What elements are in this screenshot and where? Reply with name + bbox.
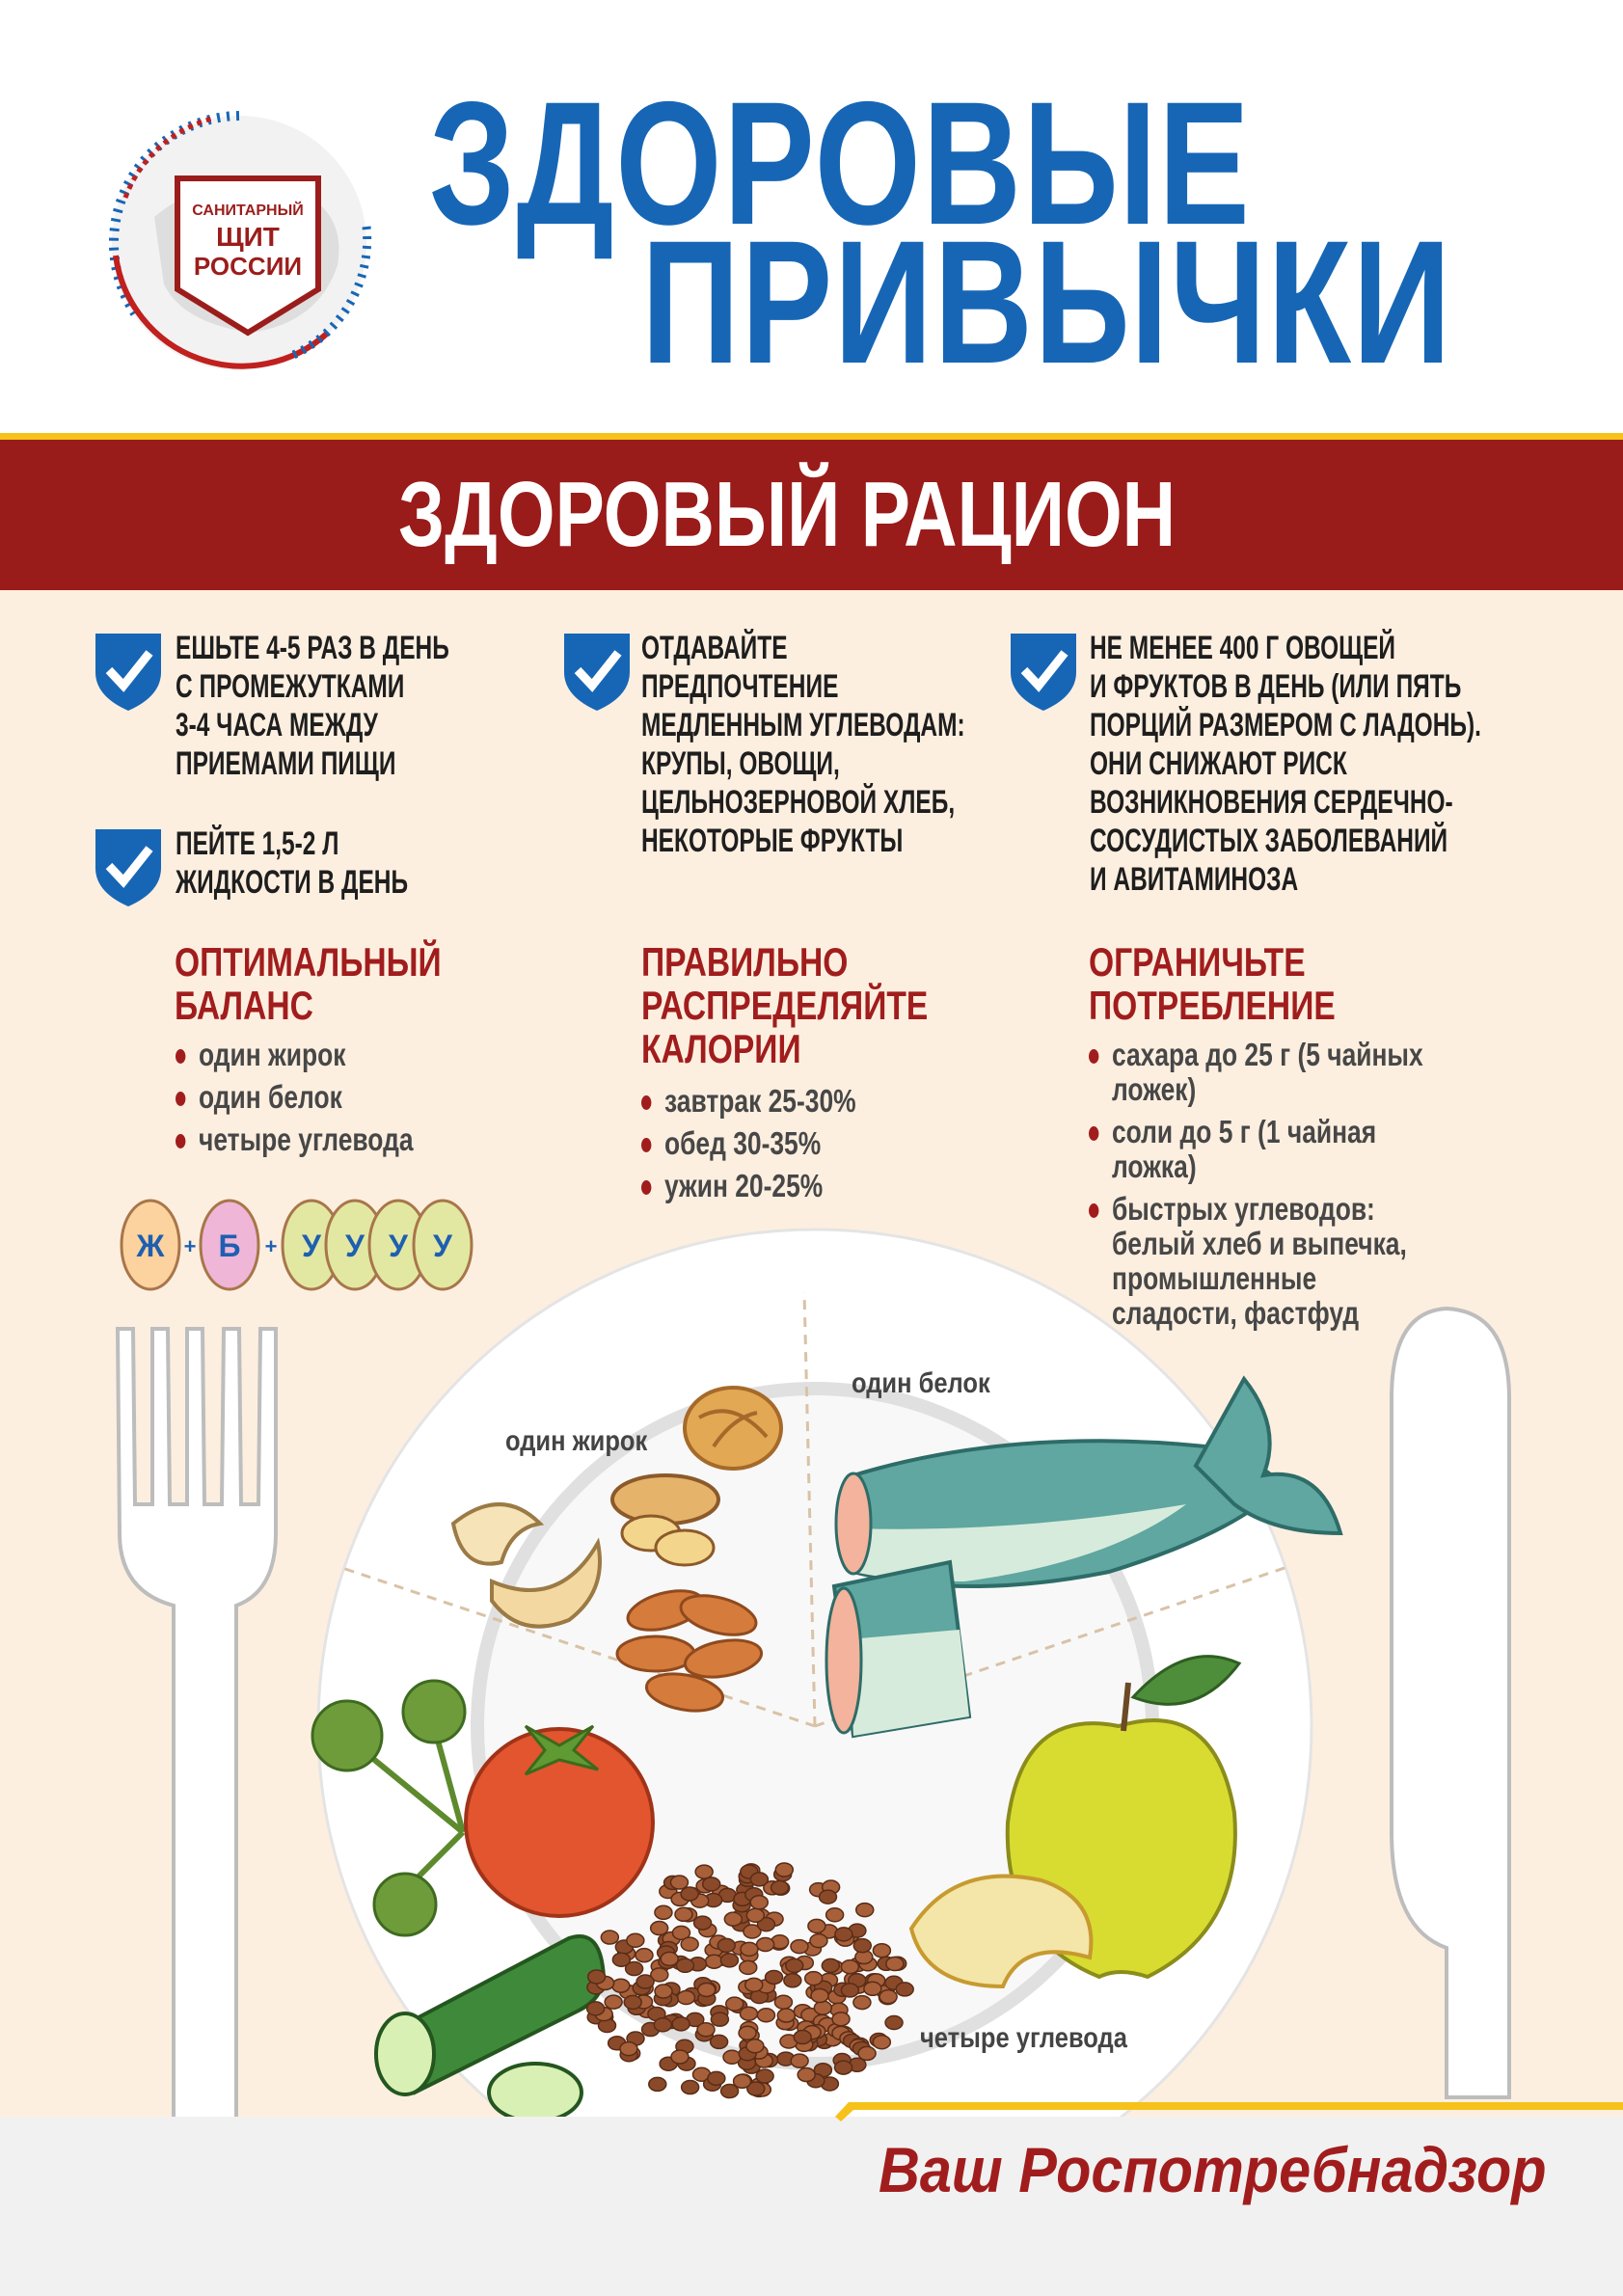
list-item: обед 30-35% (641, 1126, 856, 1161)
check-shield-icon (95, 634, 161, 711)
calories-heading: ПРАВИЛЬНО РАСПРЕДЕЛЯЙТЕ КАЛОРИИ (641, 940, 928, 1070)
list-item: завтрак 25-30% (641, 1084, 856, 1119)
tip-line: ЕШЬТЕ 4-5 РАЗ В ДЕНЬ (176, 630, 449, 666)
section-band (0, 440, 1623, 590)
heading-line: РАСПРЕДЕЛЯЙТЕ (641, 983, 929, 1028)
logo-emblem-icon: САНИТАРНЫЙ ЩИТ РОССИИ (108, 111, 372, 370)
tip-line: МЕДЛЕННЫМ УГЛЕВОДАМ: (641, 707, 965, 743)
footer-signature: Ваш Роспотребнадзор (879, 2134, 1547, 2205)
list-item: четыре углевода (176, 1122, 414, 1157)
list-item: соли до 5 г (1 чайная ложка) (1089, 1115, 1423, 1184)
tip-water: ПЕЙТЕ 1,5-2 Л ЖИДКОСТИ В ДЕНЬ (176, 824, 408, 902)
tip-line: НЕКОТОРЫЕ ФРУКТЫ (641, 823, 904, 859)
tip-line: КРУПЫ, ОВОЩИ, (641, 745, 840, 782)
tip-line: ПЕЙТЕ 1,5-2 Л (176, 825, 339, 862)
list-item: быстрых углеводов: белый хлеб и выпечка, п… (1089, 1192, 1423, 1331)
section-title: ЗДОРОВЫЙ РАЦИОН (398, 463, 1177, 566)
logo-text-1: САНИТАРНЫЙ (192, 201, 303, 219)
title-line-1: ЗДОРОВЫЕ (429, 65, 1252, 261)
tip-line: ПРИЕМАМИ ПИЩИ (176, 745, 396, 782)
plate-label-protein: один белок (852, 1367, 990, 1399)
heading-line: ОПТИМАЛЬНЫЙ (175, 939, 442, 985)
tip-line: СОСУДИСТЫХ ЗАБОЛЕВАНИЙ (1090, 823, 1448, 859)
tip-vegetables: НЕ МЕНЕЕ 400 Г ОВОЩЕЙ И ФРУКТОВ В ДЕНЬ (И… (1090, 629, 1481, 899)
check-shield-icon (564, 634, 630, 711)
list-item: один жирок (176, 1038, 414, 1072)
heading-line: ПОТРЕБЛЕНИЕ (1089, 983, 1336, 1028)
heading-line: БАЛАНС (175, 983, 313, 1028)
tip-line: И ФРУКТОВ В ДЕНЬ (ИЛИ ПЯТЬ (1090, 668, 1462, 705)
tip-line: ЦЕЛЬНОЗЕРНОВОЙ ХЛЕБ, (641, 784, 956, 821)
tip-line: 3-4 ЧАСА МЕЖДУ (176, 707, 378, 743)
plate-label-carbs: четыре углевода (920, 2022, 1127, 2054)
balance-list: один жирок один белок четыре углевода (176, 1038, 414, 1165)
logo: САНИТАРНЫЙ ЩИТ РОССИИ (96, 101, 386, 381)
tip-line: ОНИ СНИЖАЮТ РИСК (1090, 745, 1347, 782)
tip-line: ОТДАВАЙТЕ (641, 630, 788, 666)
list-item: ужин 20-25% (641, 1169, 856, 1203)
logo-text-2: ЩИТ (216, 222, 280, 252)
heading-line: ПРАВИЛЬНО (641, 939, 849, 985)
list-item: один белок (176, 1080, 414, 1115)
list-item: сахара до 25 г (5 чайных ложек) (1089, 1038, 1423, 1107)
tip-line: ЖИДКОСТИ В ДЕНЬ (176, 864, 409, 901)
tip-line: С ПРОМЕЖУТКАМИ (176, 668, 405, 705)
limit-heading: ОГРАНИЧЬТЕ ПОТРЕБЛЕНИЕ (1089, 940, 1336, 1027)
title-line-2: ПРИВЫЧКИ (641, 203, 1453, 400)
calories-list: завтрак 25-30% обед 30-35% ужин 20-25% (641, 1084, 856, 1211)
heading-line: ОГРАНИЧЬТЕ (1089, 939, 1306, 985)
logo-text-3: РОССИИ (194, 252, 302, 281)
balance-heading: ОПТИМАЛЬНЫЙ БАЛАНС (175, 940, 442, 1027)
yellow-divider (0, 433, 1623, 441)
tip-line: ВОЗНИКНОВЕНИЯ СЕРДЕЧНО- (1090, 784, 1453, 821)
tip-line: И АВИТАМИНОЗА (1090, 861, 1299, 898)
plate-label-fat: один жирок (505, 1425, 648, 1457)
tip-slow-carbs: ОТДАВАЙТЕ ПРЕДПОЧТЕНИЕ МЕДЛЕННЫМ УГЛЕВОДАМ… (641, 629, 965, 860)
tip-line: НЕ МЕНЕЕ 400 Г ОВОЩЕЙ (1090, 630, 1396, 666)
tip-line: ПОРЦИЙ РАЗМЕРОМ С ЛАДОНЬ). (1090, 707, 1481, 743)
tip-line: ПРЕДПОЧТЕНИЕ (641, 668, 839, 705)
check-shield-icon (1011, 634, 1076, 711)
tip-meals: ЕШЬТЕ 4-5 РАЗ В ДЕНЬ С ПРОМЕЖУТКАМИ 3-4 ЧА… (176, 629, 449, 783)
limit-list: сахара до 25 г (5 чайных ложек) соли до 5… (1089, 1038, 1423, 1338)
heading-line: КАЛОРИИ (641, 1026, 801, 1071)
check-shield-icon (95, 829, 161, 906)
